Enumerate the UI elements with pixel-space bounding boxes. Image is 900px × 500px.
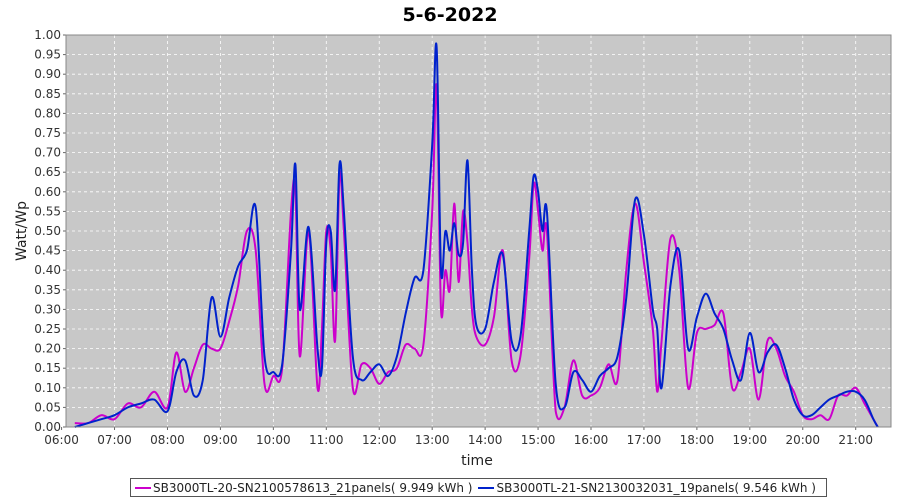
x-axis-title: time bbox=[461, 453, 493, 469]
y-tick-label: 0.30 bbox=[34, 302, 61, 316]
grid bbox=[61, 34, 891, 428]
axes: 0.00 0.05 0.10 0.15 0.20 0.25 0.30 0.35 0.40 0.45… bbox=[34, 28, 892, 447]
legend-label-series-1: SB3000TL-20-SN2100578613_21panels( 9.949… bbox=[153, 480, 473, 495]
y-tick-label: 0.40 bbox=[34, 263, 61, 277]
y-tick-label: 0.20 bbox=[34, 342, 61, 356]
series-line-2 bbox=[74, 42, 879, 428]
x-tick-label: 18:00 bbox=[680, 433, 715, 447]
series-layer bbox=[74, 42, 879, 428]
legend: SB3000TL-20-SN2100578613_21panels( 9.949… bbox=[130, 478, 827, 497]
x-tick-label: 10:00 bbox=[256, 433, 291, 447]
y-tick-label: 0.85 bbox=[34, 87, 61, 101]
legend-swatch-blue bbox=[478, 486, 495, 489]
x-tick-label: 06:00 bbox=[44, 433, 79, 447]
x-tick-label: 19:00 bbox=[733, 433, 768, 447]
x-tick-label: 20:00 bbox=[785, 433, 820, 447]
y-tick-label: 1.00 bbox=[34, 28, 61, 42]
x-tick-label: 16:00 bbox=[574, 433, 609, 447]
y-tick-label: 0.35 bbox=[34, 283, 61, 297]
series-line-1 bbox=[74, 83, 879, 428]
legend-swatch-magenta bbox=[135, 486, 151, 489]
x-tick-label: 09:00 bbox=[203, 433, 238, 447]
y-tick-label: 0.00 bbox=[34, 420, 61, 434]
legend-item-series-2: SB3000TL-21-SN2130032031_19panels( 9.546… bbox=[478, 480, 816, 495]
y-tick-label: 0.95 bbox=[34, 48, 61, 62]
x-tick-label: 17:00 bbox=[627, 433, 662, 447]
legend-item-series-1: SB3000TL-20-SN2100578613_21panels( 9.949… bbox=[135, 481, 472, 495]
y-tick-label: 0.90 bbox=[34, 67, 61, 81]
chart-title: 5-6-2022 bbox=[402, 4, 497, 26]
y-tick-label: 0.80 bbox=[34, 106, 61, 120]
x-tick-label: 15:00 bbox=[521, 433, 556, 447]
y-tick-label: 0.15 bbox=[34, 361, 61, 375]
plot-area bbox=[66, 35, 891, 427]
y-tick-label: 0.70 bbox=[34, 146, 61, 160]
y-tick-label: 0.75 bbox=[34, 126, 61, 140]
y-tick-label: 0.60 bbox=[34, 185, 61, 199]
y-tick-label: 0.45 bbox=[34, 244, 61, 258]
y-tick-label: 0.65 bbox=[34, 165, 61, 179]
x-tick-label: 08:00 bbox=[150, 433, 185, 447]
y-tick-label: 0.55 bbox=[34, 204, 61, 218]
y-tick-label: 0.50 bbox=[34, 224, 61, 238]
x-tick-label: 13:00 bbox=[415, 433, 450, 447]
plot-border bbox=[65, 34, 892, 428]
y-axis-title: Watt/Wp bbox=[14, 201, 30, 261]
x-tick-label: 14:00 bbox=[468, 433, 503, 447]
y-tick-label: 0.25 bbox=[34, 322, 61, 336]
x-tick-label: 21:00 bbox=[838, 433, 873, 447]
x-tick-label: 12:00 bbox=[362, 433, 397, 447]
x-tick-label: 11:00 bbox=[309, 433, 344, 447]
x-tick-label: 07:00 bbox=[97, 433, 132, 447]
y-tick-label: 0.05 bbox=[34, 400, 61, 414]
legend-label-series-2: SB3000TL-21-SN2130032031_19panels( 9.546… bbox=[496, 480, 816, 495]
y-tick-label: 0.10 bbox=[34, 381, 61, 395]
